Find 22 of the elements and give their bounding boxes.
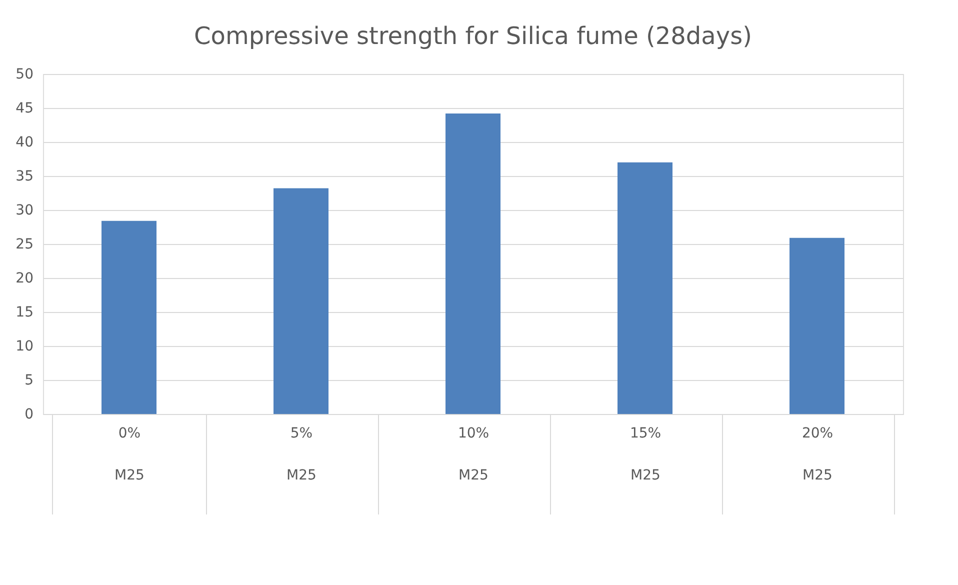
bar <box>274 188 328 414</box>
y-tick-label: 30 <box>16 202 34 218</box>
bar <box>790 238 844 414</box>
y-tick-label: 5 <box>24 372 34 388</box>
y-tick-label: 0 <box>24 406 34 422</box>
y-tick-label: 40 <box>16 134 34 150</box>
y-tick-label: 20 <box>16 270 34 286</box>
bar <box>102 220 156 414</box>
bar <box>446 113 500 414</box>
y-tick-label: 15 <box>16 304 34 320</box>
y-tick-label: 25 <box>16 236 34 252</box>
category-label: 5% M25 <box>286 426 316 484</box>
y-tick-label: 10 <box>16 338 34 354</box>
chart-title: Compressive strength for Silica fume (28days) <box>194 22 752 50</box>
bar <box>618 162 672 414</box>
category-label: 10% M25 <box>458 426 490 484</box>
category-label: 0% M25 <box>114 426 144 484</box>
category-label: 15% M25 <box>630 426 662 484</box>
y-tick-label: 50 <box>16 66 34 82</box>
category-label: 20% M25 <box>802 426 834 484</box>
y-tick-label: 45 <box>16 100 34 116</box>
y-tick-label: 35 <box>16 168 34 184</box>
